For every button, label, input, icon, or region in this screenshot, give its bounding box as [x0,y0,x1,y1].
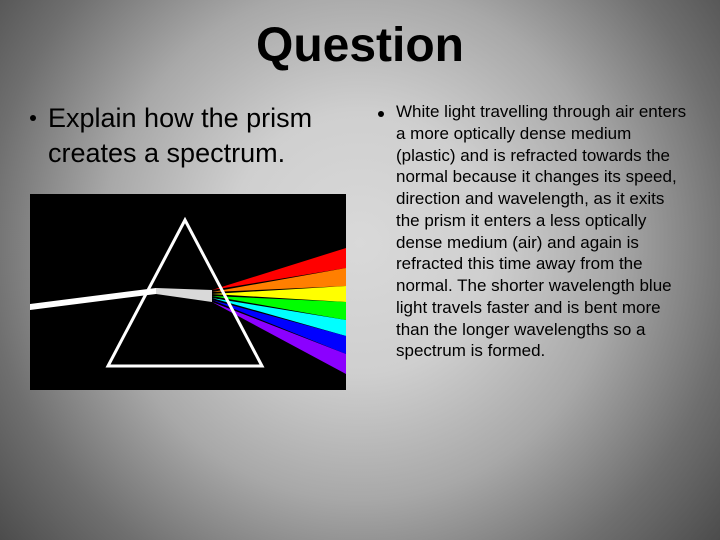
question-text: Explain how the prism creates a spectrum… [48,101,360,170]
incoming-beam [30,288,156,310]
slide: Question Explain how the prism creates a… [0,0,720,540]
left-column: Explain how the prism creates a spectrum… [30,101,360,390]
right-column: White light travelling through air enter… [378,101,690,390]
page-title: Question [30,18,690,73]
answer-text: White light travelling through air enter… [396,101,690,362]
columns: Explain how the prism creates a spectrum… [30,101,690,390]
prism-diagram [30,194,346,390]
answer-bullet: White light travelling through air enter… [378,101,690,362]
prism-svg [30,194,346,390]
internal-beam [156,288,212,302]
bullet-icon [30,115,36,121]
question-bullet: Explain how the prism creates a spectrum… [30,101,360,170]
bullet-icon [378,111,384,117]
